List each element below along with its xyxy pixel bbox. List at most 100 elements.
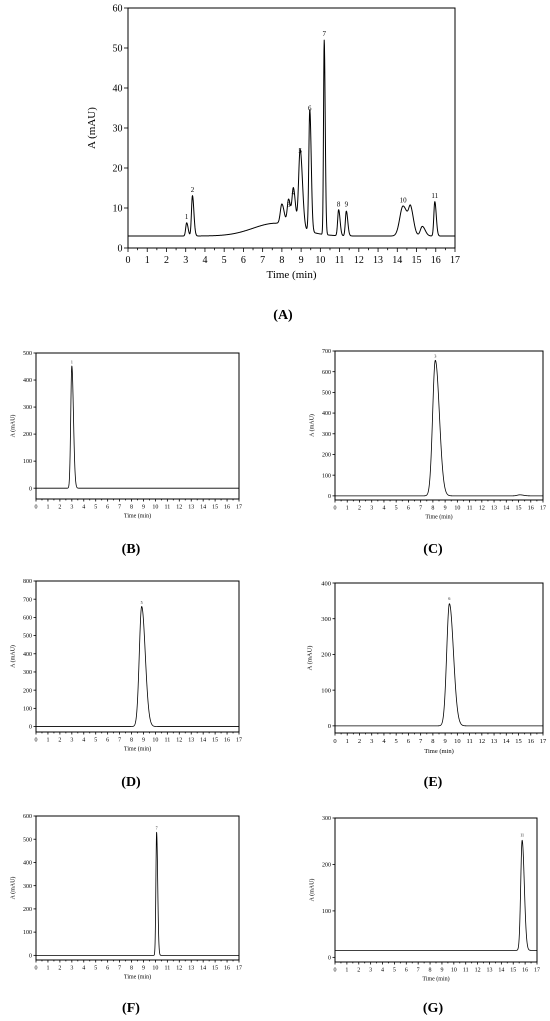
x-tick-label: 15 xyxy=(212,966,218,972)
x-tick-label: 17 xyxy=(540,738,547,745)
y-tick-label: 500 xyxy=(322,390,331,396)
y-tick-label: 100 xyxy=(23,930,32,936)
peak-label: 4 xyxy=(292,189,296,197)
x-tick-label: 8 xyxy=(279,255,284,266)
y-tick-label: 300 xyxy=(321,616,331,623)
x-tick-label: 6 xyxy=(106,505,109,511)
x-tick-label: 17 xyxy=(534,968,540,974)
x-tick-label: 16 xyxy=(522,968,528,974)
x-tick-label: 6 xyxy=(407,738,411,745)
y-axis-label: A (mAU) xyxy=(9,877,16,900)
y-tick-label: 100 xyxy=(23,459,32,465)
y-tick-label: 500 xyxy=(23,351,32,357)
chromatogram-trace xyxy=(35,606,240,727)
chromatogram-trace xyxy=(127,39,456,237)
x-axis-label: Time (min) xyxy=(124,974,151,981)
chromatogram-trace xyxy=(35,365,240,489)
x-tick-label: 14 xyxy=(200,738,206,744)
x-tick-label: 0 xyxy=(333,738,336,745)
chart-c: 0 1 2 3 4 5 6 7 8 9 10 11 12 13 14 15 16 1701002003004005… xyxy=(308,349,546,520)
y-tick-label: 800 xyxy=(23,579,32,585)
x-tick-label: 1 xyxy=(346,738,349,745)
y-tick-label: 500 xyxy=(23,634,32,640)
x-tick-label: 11 xyxy=(164,505,170,511)
x-tick-label: 13 xyxy=(491,506,497,512)
x-tick-label: 8 xyxy=(431,738,434,745)
y-tick-label: 30 xyxy=(113,124,123,135)
x-tick-label: 17 xyxy=(236,966,242,972)
y-tick-label: 0 xyxy=(328,723,331,730)
x-tick-label: 0 xyxy=(126,255,131,266)
x-tick-label: 15 xyxy=(212,738,218,744)
x-tick-label: 10 xyxy=(454,506,460,512)
y-tick-label: 300 xyxy=(322,432,331,438)
x-tick-label: 1 xyxy=(346,506,349,512)
y-tick-label: 100 xyxy=(322,473,331,479)
x-tick-label: 3 xyxy=(70,966,73,972)
x-axis-label: Time (min) xyxy=(425,514,452,521)
x-tick-label: 9 xyxy=(444,506,447,512)
x-tick-label: 4 xyxy=(82,966,85,972)
chromatogram-trace xyxy=(334,359,544,497)
peak-label: 3 xyxy=(287,201,291,209)
peak-label: 10 xyxy=(400,196,408,204)
y-tick-label: 60 xyxy=(113,4,123,15)
x-tick-label: 2 xyxy=(58,966,61,972)
panel-label-b: (B) xyxy=(122,542,141,557)
x-tick-label: 3 xyxy=(70,505,73,511)
x-tick-label: 11 xyxy=(164,738,170,744)
x-tick-label: 10 xyxy=(152,966,158,972)
x-tick-label: 9 xyxy=(142,738,145,744)
x-tick-label: 1 xyxy=(46,738,49,744)
y-tick-label: 20 xyxy=(113,164,123,175)
y-tick-label: 600 xyxy=(23,814,32,820)
chromatogram-trace xyxy=(35,831,240,956)
y-tick-label: 300 xyxy=(23,405,32,411)
panel-label-a: (A) xyxy=(273,308,293,323)
x-tick-label: 8 xyxy=(431,506,434,512)
x-tick-label: 2 xyxy=(358,506,361,512)
x-tick-label: 15 xyxy=(516,506,522,512)
y-tick-label: 100 xyxy=(23,706,32,712)
y-tick-label: 700 xyxy=(23,597,32,603)
x-tick-label: 14 xyxy=(503,738,510,745)
x-tick-label: 5 xyxy=(395,738,398,745)
x-tick-label: 0 xyxy=(35,966,38,972)
x-tick-label: 13 xyxy=(188,505,194,511)
y-tick-label: 400 xyxy=(23,378,32,384)
x-tick-label: 11 xyxy=(164,966,170,972)
x-tick-label: 12 xyxy=(176,966,182,972)
x-tick-label: 16 xyxy=(528,738,535,745)
x-tick-label: 5 xyxy=(94,505,97,511)
x-tick-label: 7 xyxy=(118,966,121,972)
x-tick-label: 10 xyxy=(152,738,158,744)
x-tick-label: 2 xyxy=(58,505,61,511)
chart-d: 0 1 2 3 4 5 6 7 8 9 10 11 12 13 14 15 16 1701002003004005… xyxy=(9,579,242,752)
y-tick-label: 200 xyxy=(23,907,32,913)
x-tick-label: 17 xyxy=(236,738,242,744)
x-tick-label: 5 xyxy=(94,966,97,972)
peak-label: 5 xyxy=(298,147,302,155)
x-tick-label: 5 xyxy=(94,738,97,744)
panel-label-g: (G) xyxy=(423,1001,444,1016)
x-tick-label: 10 xyxy=(152,505,158,511)
x-tick-label: 7 xyxy=(417,968,420,974)
y-tick-label: 300 xyxy=(23,670,32,676)
panel-label-d: (D) xyxy=(121,775,141,790)
x-tick-label: 14 xyxy=(392,255,402,266)
chart-b: 0 1 2 3 4 5 6 7 8 9 10 11 12 13 14 15 16 1701002003004005… xyxy=(9,351,242,519)
x-axis-label: Time (min) xyxy=(266,269,316,281)
peak-label: 6 xyxy=(308,104,312,112)
x-tick-label: 4 xyxy=(382,738,386,745)
x-axis-label: Time (min) xyxy=(124,746,151,753)
y-tick-label: 300 xyxy=(322,816,331,822)
panel-label-c: (C) xyxy=(423,542,443,557)
peak-label: 6 xyxy=(448,596,450,601)
y-tick-label: 400 xyxy=(23,652,32,658)
x-tick-label: 3 xyxy=(183,255,188,266)
x-tick-label: 6 xyxy=(405,968,408,974)
x-tick-label: 7 xyxy=(118,738,121,744)
x-tick-label: 13 xyxy=(491,738,498,745)
x-tick-label: 7 xyxy=(419,506,422,512)
x-tick-label: 3 xyxy=(370,738,373,745)
